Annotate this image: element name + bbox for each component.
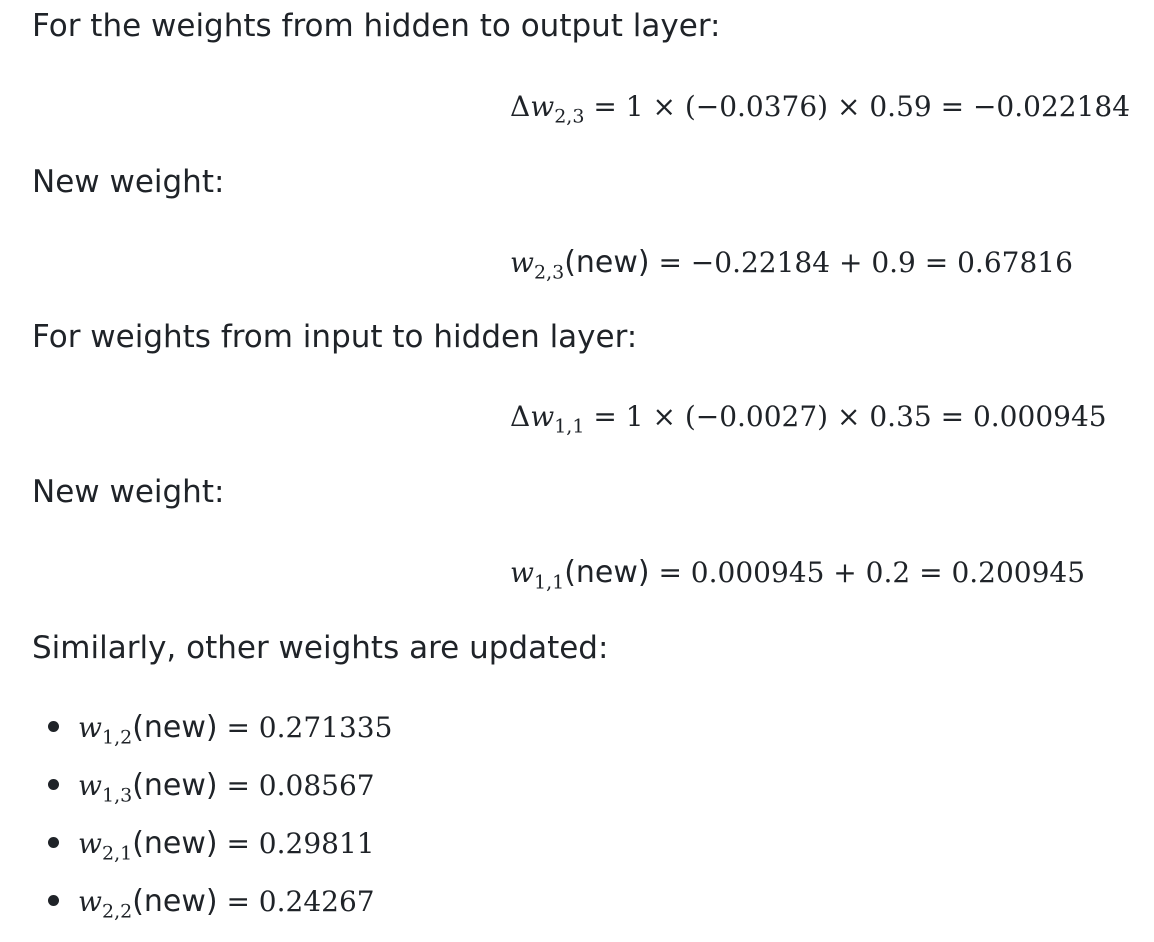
new-text: (new) bbox=[132, 884, 218, 919]
equation-rhs: = 0.271335 bbox=[217, 711, 393, 744]
w11-new-equation: w1,1(new) = 0.000945 + 0.2 = 0.200945 bbox=[510, 555, 1086, 594]
delta-symbol: Δ bbox=[510, 90, 531, 123]
weight-subscript: 2,3 bbox=[533, 261, 565, 284]
hidden-output-heading: For the weights from hidden to output la… bbox=[32, 8, 721, 44]
new-text: (new) bbox=[132, 768, 218, 803]
equation-rhs: = 0.000945 + 0.2 = 0.200945 bbox=[649, 556, 1086, 589]
equation-rhs: = 0.08567 bbox=[217, 769, 375, 802]
w23-new-equation: w2,3(new) = −0.22184 + 0.9 = 0.67816 bbox=[510, 245, 1073, 284]
list-item: w1,2(new) = 0.271335 bbox=[48, 710, 393, 749]
equation-rhs: = 1 × (−0.0376) × 0.59 = −0.022184 bbox=[584, 90, 1131, 123]
weight-variable: w bbox=[510, 246, 534, 279]
weight-subscript: 2,1 bbox=[101, 842, 133, 865]
equation-rhs: = 1 × (−0.0027) × 0.35 = 0.000945 bbox=[584, 400, 1107, 433]
weight-variable: w bbox=[510, 556, 534, 589]
bullet-icon bbox=[48, 837, 59, 848]
weight-variable: w bbox=[78, 769, 102, 802]
weight-variable: w bbox=[78, 827, 102, 860]
list-item: w2,1(new) = 0.29811 bbox=[48, 826, 375, 865]
weight-variable: w bbox=[530, 400, 555, 433]
input-hidden-heading: For weights from input to hidden layer: bbox=[32, 319, 638, 355]
bullet-icon bbox=[48, 721, 59, 732]
list-item: w2,2(new) = 0.24267 bbox=[48, 884, 375, 923]
new-text: (new) bbox=[132, 826, 218, 861]
weight-variable: w bbox=[78, 711, 102, 744]
equation-rhs: = −0.22184 + 0.9 = 0.67816 bbox=[649, 246, 1073, 279]
bullet-icon bbox=[48, 895, 59, 906]
new-text: (new) bbox=[564, 555, 650, 590]
bullet-icon bbox=[48, 779, 59, 790]
new-weight-label: New weight: bbox=[32, 164, 225, 200]
weight-subscript: 1,2 bbox=[101, 726, 133, 749]
new-text: (new) bbox=[564, 245, 650, 280]
delta-w11-equation: Δw1,1 = 1 × (−0.0027) × 0.35 = 0.000945 bbox=[510, 400, 1107, 436]
weight-variable: w bbox=[78, 885, 102, 918]
weight-subscript: 2,3 bbox=[554, 105, 585, 128]
delta-symbol: Δ bbox=[510, 400, 531, 433]
delta-w23-equation: Δw2,3 = 1 × (−0.0376) × 0.59 = −0.022184 bbox=[510, 90, 1131, 126]
equation-rhs: = 0.29811 bbox=[217, 827, 375, 860]
new-text: (new) bbox=[132, 710, 218, 745]
similarly-text: Similarly, other weights are updated: bbox=[32, 630, 609, 666]
weight-subscript: 1,3 bbox=[101, 784, 133, 807]
weight-variable: w bbox=[530, 90, 555, 123]
list-item: w1,3(new) = 0.08567 bbox=[48, 768, 375, 807]
equation-rhs: = 0.24267 bbox=[217, 885, 375, 918]
weight-subscript: 1,1 bbox=[554, 415, 585, 438]
new-weight-label: New weight: bbox=[32, 474, 225, 510]
weight-subscript: 2,2 bbox=[101, 900, 133, 923]
weight-subscript: 1,1 bbox=[533, 571, 565, 594]
